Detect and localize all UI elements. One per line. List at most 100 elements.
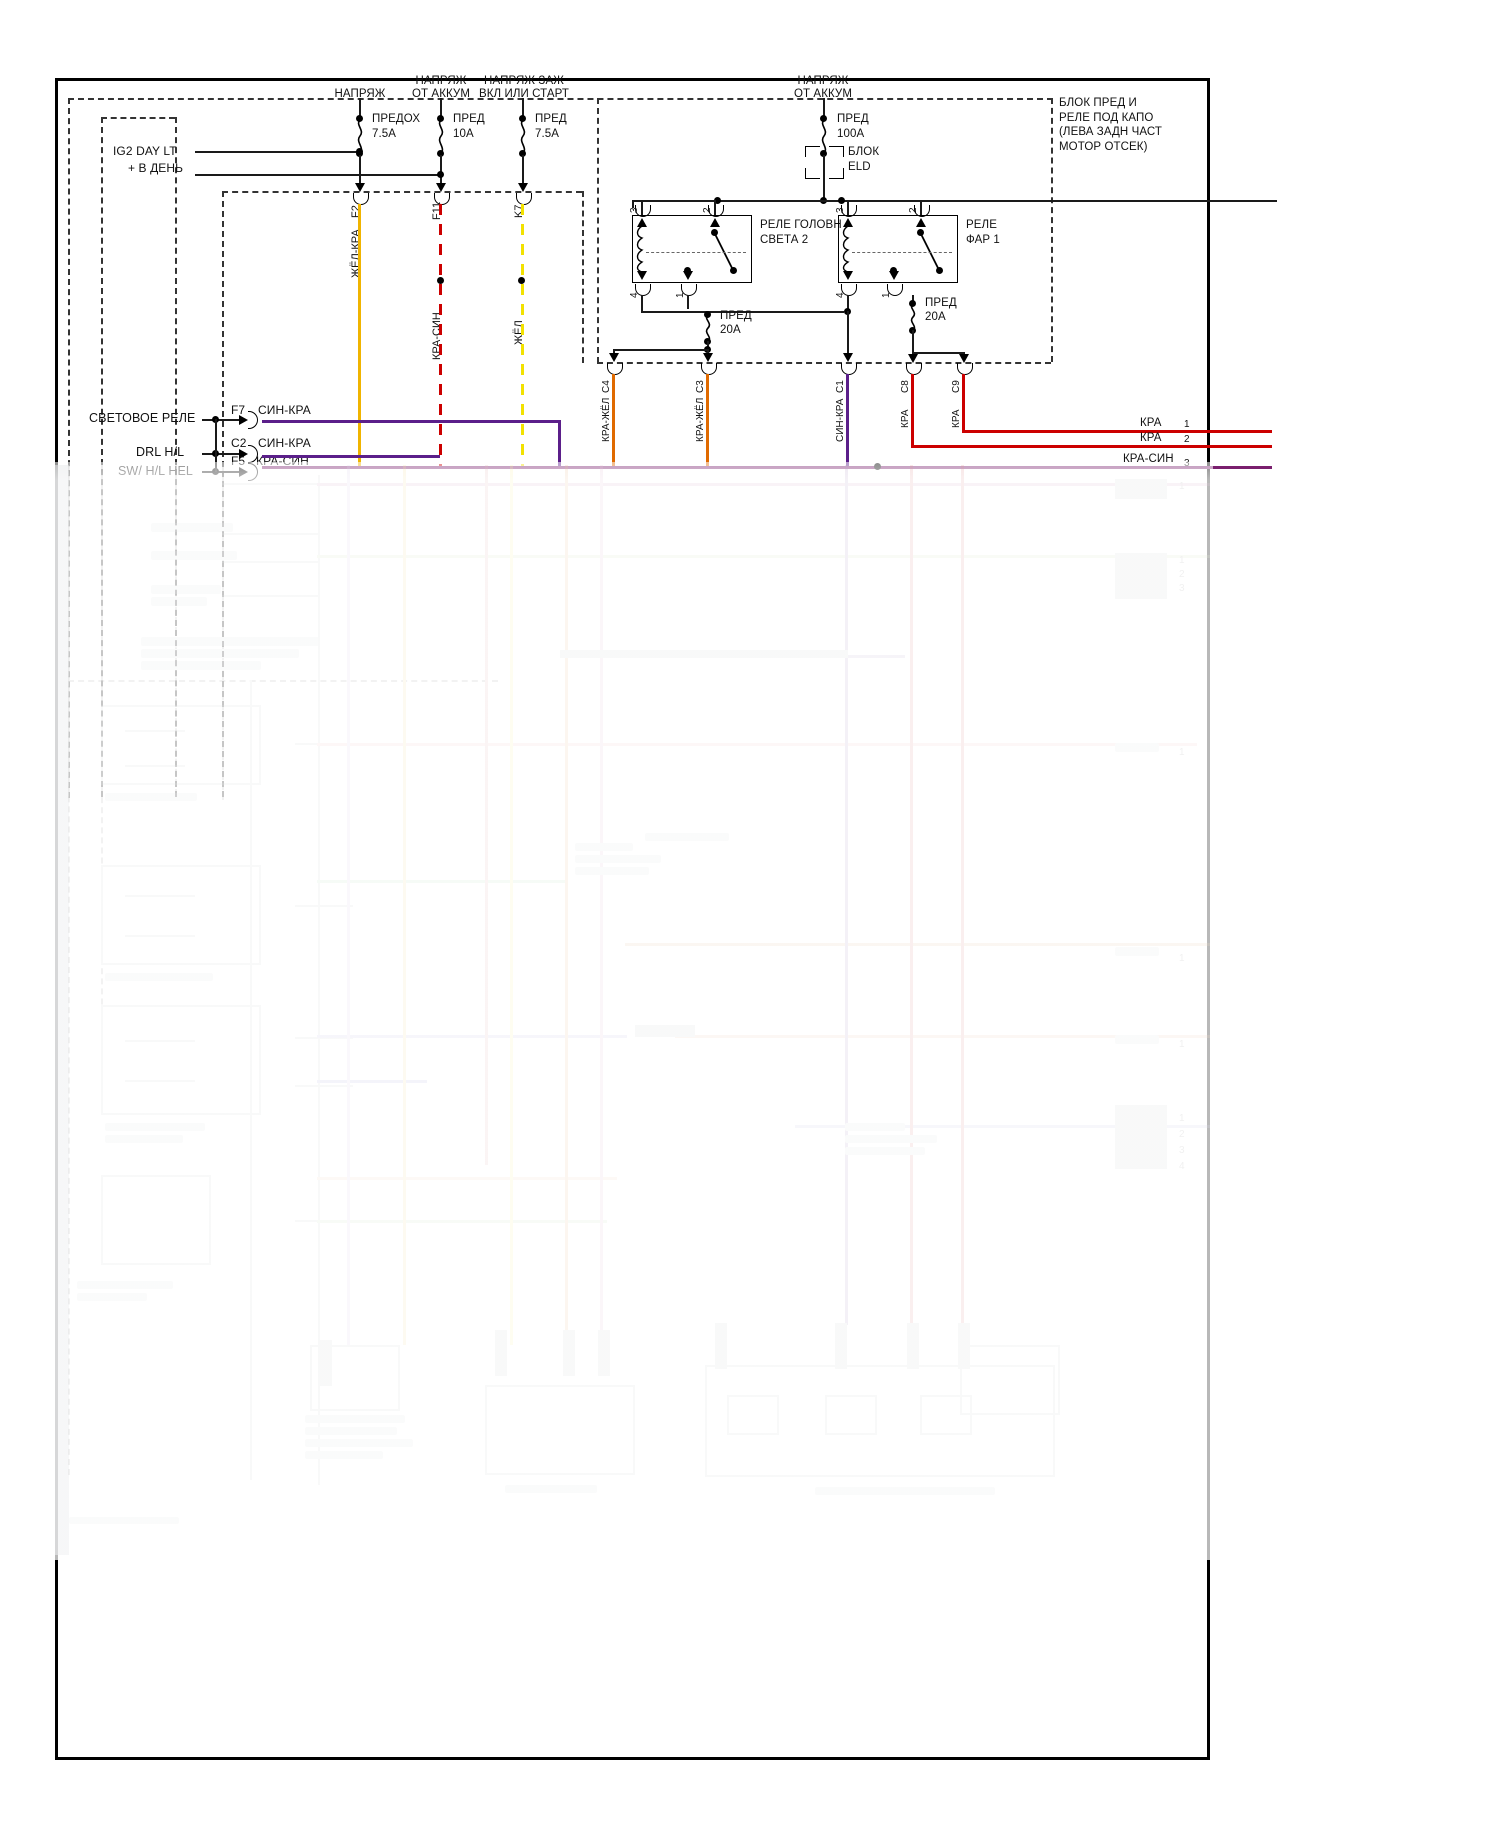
pin-label-f7: F7: [231, 403, 246, 417]
fuse-20a-right-name: ПРЕД: [925, 297, 957, 309]
f2-connector-cup: [353, 193, 369, 205]
k7-connector-cup: [516, 193, 532, 205]
relay2-pin1-node: [890, 267, 897, 274]
relay1-pin2-cup: [708, 205, 724, 217]
relay1-pin4-wire: [641, 295, 643, 312]
c9-arrow: [959, 354, 969, 363]
right-exit-num-2: 2: [1184, 434, 1190, 445]
enclosure-right-edge: [1051, 98, 1053, 362]
colored-wire-exit-2-riser: [911, 420, 914, 447]
connector-cup-c3: [701, 363, 717, 375]
relay1-contact-arm: [705, 228, 745, 279]
right-exit-num-1: 1: [1184, 419, 1190, 430]
input-label-plus-den: + В ДЕНЬ: [128, 161, 184, 175]
f11-arrow: [436, 183, 446, 192]
colored-wire-f2: [358, 204, 361, 466]
relay1-pin1-node: [684, 267, 691, 274]
relay2-pin3-arrow: [843, 218, 853, 227]
relay2-contact-arm: [911, 228, 951, 279]
relay1-pin1-wire: [687, 295, 689, 309]
colored-wire-c2-run: [262, 455, 440, 458]
underhood-sub-bottom: [597, 362, 1051, 364]
f2-arrow: [355, 183, 365, 192]
fuse-k7-name: ПРЕД: [535, 113, 567, 125]
drl-arrow: [239, 449, 248, 459]
source-label-f2: НАПРЯЖ: [334, 88, 386, 100]
relay1-pin4-num: 4: [629, 292, 640, 298]
eld-bracket-left-b: [805, 168, 820, 179]
relay2-pin4-num: 4: [835, 292, 846, 298]
f100-to-bus: [823, 178, 825, 200]
c1-arrow: [843, 353, 853, 362]
eld-label: БЛОК ELD: [848, 146, 880, 173]
underhood-sub-left: [597, 98, 599, 363]
relay2-pin1-arrow: [889, 271, 899, 280]
fuse-f11-symbol: [435, 120, 447, 154]
left-outer-dashed-column: [68, 98, 70, 798]
pin-label-c1: C1: [835, 380, 846, 393]
c4-arrow: [609, 353, 619, 362]
enclosure-top-rail: [68, 98, 1053, 100]
connector-cup-c8: [906, 363, 922, 375]
f2-feed-top: [359, 98, 361, 118]
f2-wire-down: [359, 155, 361, 190]
relay1-pin4-cup: [635, 284, 651, 296]
connector-cup-c1: [841, 363, 857, 375]
relay1-pin3-num: 3: [629, 207, 640, 213]
faded-lower-diagram: 1 1 2 3 1 1 1 1 2 3 4: [55, 465, 1210, 1555]
drl-lead: [202, 453, 246, 455]
fuse-20a-left-symbol: [702, 315, 714, 349]
pin-label-c8: C8: [900, 380, 911, 393]
k7-feed-top: [522, 98, 524, 118]
fuse-k7-symbol: [517, 120, 529, 154]
colored-wire-f7-run: [262, 420, 560, 423]
source-label-k7: НАПРЯЖ ЗАЖ ВКЛ ИЛИ СТАРТ: [478, 75, 570, 100]
eld-bracket-right-b: [829, 168, 844, 179]
colored-wire-exit-2: [911, 445, 1272, 448]
left-source-label-drl: DRL H/L: [136, 445, 185, 459]
c4-branch-bus: [613, 349, 708, 351]
fuse20a-right-out: [912, 330, 914, 354]
f100-dot-bottom: [820, 150, 827, 157]
f11-connector-cup: [434, 193, 450, 205]
k7-mid-dot: [518, 277, 525, 284]
svetovoe-arrow: [239, 415, 248, 425]
fuse-20a-right-symbol: [907, 304, 919, 338]
wire-label-c2: СИН-КРА: [258, 436, 311, 450]
relay1-bottom-bus: [641, 311, 844, 313]
source-label-100a: НАПРЯЖ ОТ АККУМ: [793, 75, 853, 100]
relay1-pin3-arrow: [637, 218, 647, 227]
colored-wire-c1: [846, 374, 849, 466]
fusepanel-box-top: [222, 191, 582, 193]
fuse-20a-left-name: ПРЕД: [720, 310, 752, 322]
fuse-f2-name: ПРЕДОХ: [372, 113, 421, 125]
relay1-divider: [646, 252, 746, 253]
colored-wire-exit-1: [962, 430, 1272, 433]
relay-head-2-body: [632, 215, 752, 283]
f11-dot-bottom: [437, 150, 444, 157]
fuse-f11-name: ПРЕД: [453, 113, 485, 125]
right-exit-label-2: КРА: [1140, 432, 1162, 444]
relay1-pin1-num: 1: [675, 292, 686, 298]
colored-wire-c9: [962, 374, 965, 432]
c9-branch-bus: [912, 352, 965, 354]
wire-label-c4: КРА-ЖЁЛ: [601, 397, 612, 442]
relay-far-1-body: [838, 215, 958, 283]
bus-left-drop-3: [632, 200, 634, 208]
relay-far-1-label: РЕЛЕ ФАР 1: [966, 219, 1000, 246]
left-common-tie: [215, 419, 217, 472]
pin-label-c3: C3: [695, 380, 706, 393]
den-junction-dot: [437, 171, 444, 178]
k7-dot-bottom: [519, 150, 526, 157]
source-label-f11: НАПРЯЖ ОТ АККУМ: [411, 75, 471, 100]
pin-label-c4: C4: [601, 380, 612, 393]
relay1-pin1-arrow: [683, 271, 693, 280]
fuse-f2-rating: 7.5A: [372, 128, 397, 140]
relay1-contact-end: [730, 267, 737, 274]
ig2-group-left-edge: [101, 117, 103, 797]
fusepanel-box-right: [582, 191, 584, 363]
fuse-100a-rating: 100A: [837, 128, 865, 140]
colored-wire-c3: [706, 374, 709, 466]
ig2-group-right-edge: [175, 117, 177, 797]
wire-label-c1: СИН-КРА: [835, 398, 846, 442]
